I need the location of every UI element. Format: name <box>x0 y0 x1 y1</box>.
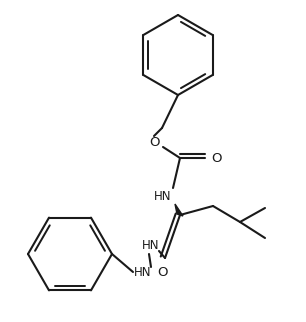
Polygon shape <box>175 204 183 216</box>
Text: O: O <box>158 267 168 279</box>
Text: HN: HN <box>134 266 152 279</box>
Text: HN: HN <box>154 190 172 203</box>
Text: HN: HN <box>142 239 160 251</box>
Text: O: O <box>150 136 160 148</box>
Text: O: O <box>212 151 222 165</box>
